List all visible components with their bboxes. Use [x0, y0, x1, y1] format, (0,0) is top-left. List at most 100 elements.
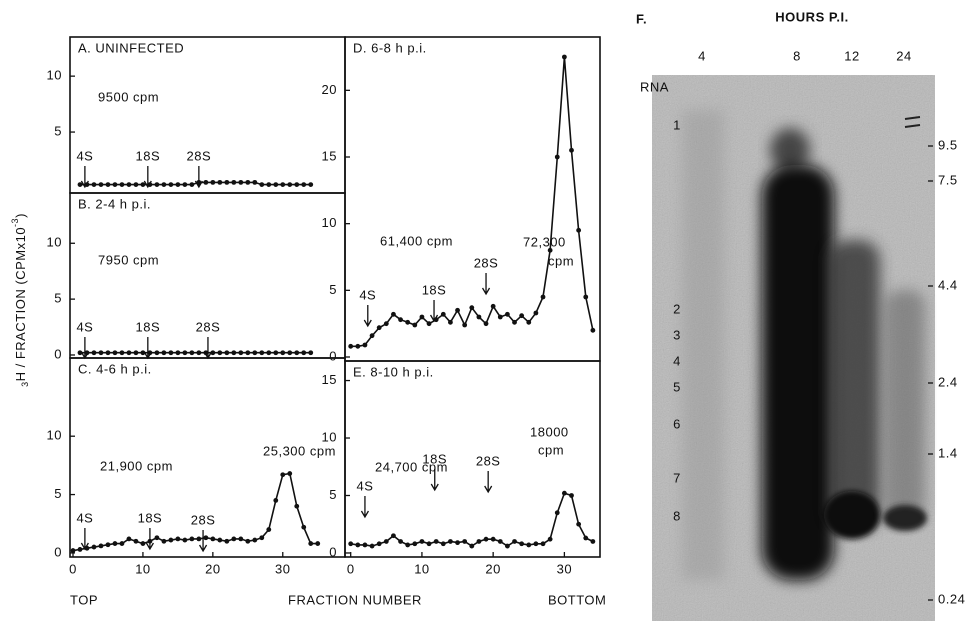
marker-label: 4S [76, 148, 93, 163]
data-point [301, 182, 306, 187]
data-point [427, 321, 432, 326]
marker-arrow [144, 166, 151, 187]
data-point [78, 547, 83, 552]
data-point [155, 350, 160, 355]
data-point [280, 472, 285, 477]
data-point [391, 533, 396, 538]
marker-arrow [195, 166, 202, 187]
data-point [505, 544, 510, 549]
data-point [384, 321, 389, 326]
marker-label: 4S [356, 478, 373, 493]
data-point [469, 305, 474, 310]
x-tick-label: 30 [275, 561, 290, 576]
band-label: 1 [673, 117, 681, 132]
data-point [196, 350, 201, 355]
y-tick-label: 5 [329, 487, 337, 502]
band-label: 5 [673, 379, 681, 394]
y-tick-label: 5 [329, 282, 337, 297]
data-point [71, 548, 76, 553]
data-point [78, 182, 83, 187]
annotation: 21,900 cpm [100, 458, 173, 473]
band-label: 8 [673, 508, 681, 523]
data-point [175, 182, 180, 187]
data-point [462, 539, 467, 544]
marker-arrow [81, 166, 88, 187]
data-point [448, 320, 453, 325]
data-point [548, 537, 553, 542]
data-line [351, 493, 593, 546]
marker-arrow [431, 300, 438, 321]
x-tick-label: 10 [414, 561, 429, 576]
panel-frame [70, 37, 345, 193]
size-marker-label: 9.5 [938, 137, 958, 152]
data-point [92, 350, 97, 355]
data-point [583, 536, 588, 541]
data-point [259, 350, 264, 355]
panel-title: D. 6-8 h p.i. [353, 40, 427, 55]
data-point [519, 541, 524, 546]
data-point [308, 182, 313, 187]
band-label: 7 [673, 470, 681, 485]
data-point [134, 539, 139, 544]
data-point [484, 321, 489, 326]
data-point [106, 350, 111, 355]
y-tick-label: 15 [322, 148, 337, 163]
data-point [224, 350, 229, 355]
data-point [168, 350, 173, 355]
data-point [162, 539, 167, 544]
data-point [355, 344, 360, 349]
data-point [224, 539, 229, 544]
gel-title: HOURS P.I. [775, 9, 848, 24]
annotation: 72,300 [523, 234, 566, 249]
data-point [287, 471, 292, 476]
data-point [315, 541, 320, 546]
marker-label: 4S [76, 319, 93, 334]
x-tick-label: 30 [557, 561, 572, 576]
data-point [455, 540, 460, 545]
data-point [498, 539, 503, 544]
data-point [259, 182, 264, 187]
data-point [301, 525, 306, 530]
lane-24-band [883, 505, 927, 531]
data-point [196, 537, 201, 542]
rna-label: RNA [640, 79, 669, 94]
data-point [505, 312, 510, 317]
data-point [498, 315, 503, 320]
marker-label: 4S [359, 287, 376, 302]
data-point [155, 535, 160, 540]
lane-label: 12 [844, 48, 859, 63]
data-point [412, 323, 417, 328]
marker-label: 28S [476, 453, 501, 468]
marker-arrow [81, 337, 88, 358]
y-tick-label: 0 [54, 544, 62, 559]
data-point [301, 350, 306, 355]
marker-label: 28S [196, 319, 221, 334]
size-marker-label: 2.4 [938, 374, 958, 389]
data-line [351, 57, 593, 346]
data-point [427, 541, 432, 546]
data-point [377, 325, 382, 330]
data-point [533, 541, 538, 546]
data-point [294, 504, 299, 509]
lane-label: 4 [698, 48, 706, 63]
data-point [526, 320, 531, 325]
data-point [113, 350, 118, 355]
data-point [448, 539, 453, 544]
data-point [175, 537, 180, 542]
data-point [469, 544, 474, 549]
data-point [120, 182, 125, 187]
x-tick-label: 20 [485, 561, 500, 576]
data-point [370, 333, 375, 338]
data-point [238, 537, 243, 542]
data-point [155, 182, 160, 187]
lane-8-smear [762, 165, 834, 580]
figure: 3H / FRACTION (CPMx10-3) FRACTION NUMBER… [0, 0, 977, 621]
data-point [441, 541, 446, 546]
y-tick-label: 0 [329, 544, 337, 559]
data-point [245, 350, 250, 355]
data-point [273, 498, 278, 503]
y-tick-label: 10 [322, 215, 337, 230]
data-point [141, 182, 146, 187]
data-point [569, 493, 574, 498]
band-label: 2 [673, 301, 681, 316]
